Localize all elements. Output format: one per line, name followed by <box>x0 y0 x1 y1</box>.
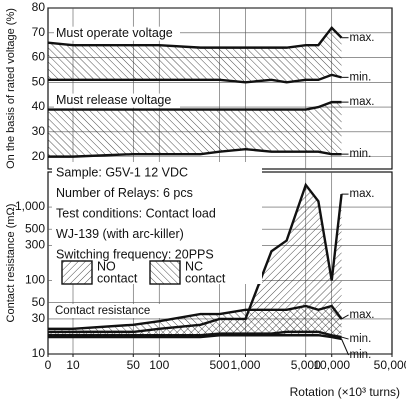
y-tick-label: 500 <box>25 221 45 235</box>
y-tick-label: 10 <box>32 346 46 360</box>
end-label: min. <box>350 71 372 83</box>
y-tick-label: 100 <box>25 273 45 287</box>
y-axis-label: Contact resistance (mΩ) <box>5 204 17 323</box>
x-tick-label: 10 <box>66 358 80 372</box>
x-tick-label: 10,000 <box>313 358 350 372</box>
y-tick-label: 60 <box>32 50 46 64</box>
x-axis-label: Rotation (×10³ turns) <box>290 385 400 399</box>
end-label: max. <box>350 188 375 200</box>
band-fill <box>48 102 342 157</box>
series-line <box>47 25 343 49</box>
y-tick-label: 1,000 <box>15 199 45 213</box>
y-tick-label: 30 <box>32 311 46 325</box>
series-line <box>48 304 343 331</box>
y-axis-label: On the basis of rated voltage (%) <box>5 8 17 169</box>
legend-label: contact <box>97 271 138 285</box>
x-tick-label: 5,000 <box>291 358 321 372</box>
condition-line: Number of Relays: 6 pcs <box>56 186 193 200</box>
series-line <box>48 100 342 111</box>
leader <box>341 314 349 320</box>
legend-label: NC <box>185 259 203 273</box>
legend-swatch <box>61 260 93 285</box>
label-bg <box>54 93 180 108</box>
condition-line: WJ-139 (with arc-killer) <box>56 227 184 241</box>
y-tick-label: 70 <box>32 25 46 39</box>
y-tick-label: 30 <box>32 124 46 138</box>
condition-line: Sample: G5V-1 12 VDC <box>56 165 188 179</box>
legend-label: NO <box>97 259 116 273</box>
band-fill <box>48 306 342 340</box>
end-label: min. <box>350 148 372 160</box>
annotation-bg <box>52 304 162 318</box>
y-tick-label: 40 <box>32 99 46 113</box>
end-label: max. <box>350 96 375 108</box>
y-tick-label: 80 <box>32 0 46 14</box>
end-label: max. <box>350 309 375 321</box>
x-tick-label: 50,000 <box>374 358 406 372</box>
series-line <box>48 73 342 84</box>
legend-swatch <box>149 260 181 285</box>
leader <box>341 338 350 356</box>
x-tick-label: 1,000 <box>230 358 260 372</box>
series-line <box>48 147 342 158</box>
band-fill <box>48 184 342 338</box>
x-tick-label: 0 <box>45 358 52 372</box>
condition-line: Switching frequency: 20PPS <box>56 247 214 261</box>
y-tick-label: 300 <box>25 238 45 252</box>
condition-line: Test conditions: Contact load <box>56 206 216 220</box>
y-tick-label: 20 <box>32 149 46 163</box>
x-tick-label: 500 <box>210 358 230 372</box>
end-label: max. <box>350 32 375 44</box>
series-line <box>48 334 342 341</box>
band-label: Must operate voltage <box>56 26 173 40</box>
legend-label: contact <box>185 271 226 285</box>
end-label: min. <box>350 349 372 361</box>
y-tick-label: 50 <box>32 74 46 88</box>
x-tick-label: 50 <box>127 358 141 372</box>
end-label: min. <box>350 333 372 345</box>
y-tick-label: 50 <box>32 295 46 309</box>
annotation: Contact resistance <box>55 305 150 317</box>
band-label: Must release voltage <box>56 93 171 107</box>
leader <box>341 336 349 340</box>
x-tick-label: 100 <box>149 358 169 372</box>
label-bg <box>54 26 180 41</box>
band-fill <box>48 27 342 83</box>
